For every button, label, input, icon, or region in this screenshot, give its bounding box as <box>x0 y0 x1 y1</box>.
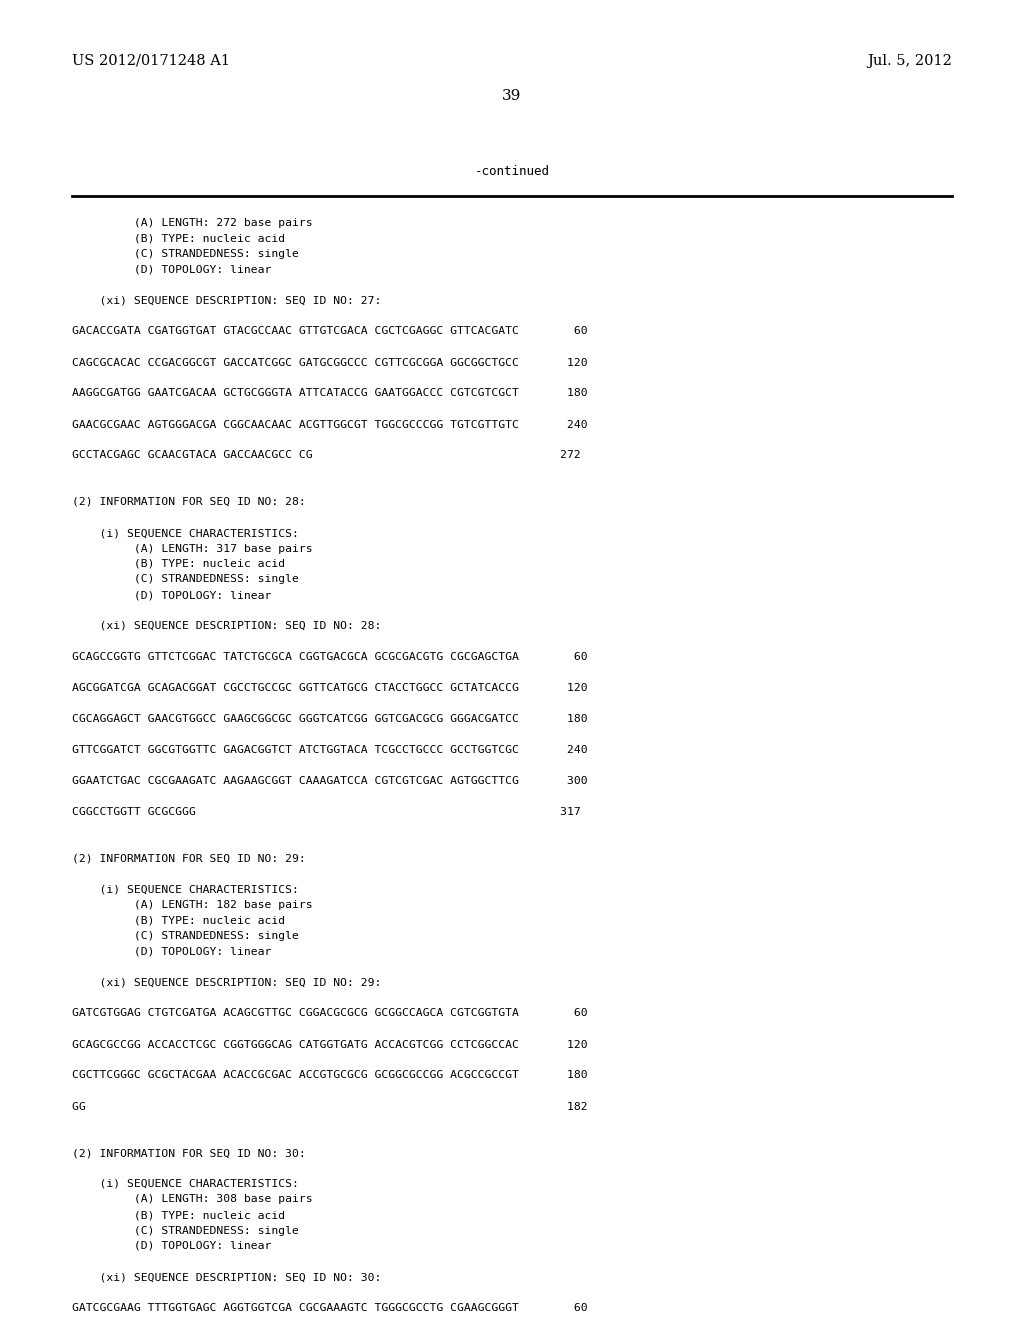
Text: (2) INFORMATION FOR SEQ ID NO: 28:: (2) INFORMATION FOR SEQ ID NO: 28: <box>72 498 306 507</box>
Text: CGGCCTGGTT GCGCGGG                                                     317: CGGCCTGGTT GCGCGGG 317 <box>72 807 581 817</box>
Text: (A) LENGTH: 317 base pairs: (A) LENGTH: 317 base pairs <box>72 544 312 553</box>
Text: GTTCGGATCT GGCGTGGTTC GAGACGGTCT ATCTGGTACA TCGCCTGCCC GCCTGGTCGC       240: GTTCGGATCT GGCGTGGTTC GAGACGGTCT ATCTGGT… <box>72 744 588 755</box>
Text: (D) TOPOLOGY: linear: (D) TOPOLOGY: linear <box>72 590 271 601</box>
Text: (i) SEQUENCE CHARACTERISTICS:: (i) SEQUENCE CHARACTERISTICS: <box>72 528 299 539</box>
Text: (D) TOPOLOGY: linear: (D) TOPOLOGY: linear <box>72 264 271 275</box>
Text: 39: 39 <box>503 88 521 103</box>
Text: (2) INFORMATION FOR SEQ ID NO: 29:: (2) INFORMATION FOR SEQ ID NO: 29: <box>72 854 306 863</box>
Text: (D) TOPOLOGY: linear: (D) TOPOLOGY: linear <box>72 1241 271 1251</box>
Text: GCAGCGCCGG ACCACCTCGC CGGTGGGCAG CATGGTGATG ACCACGTCGG CCTCGGCCAC       120: GCAGCGCCGG ACCACCTCGC CGGTGGGCAG CATGGTG… <box>72 1040 588 1049</box>
Text: AGCGGATCGA GCAGACGGAT CGCCTGCCGC GGTTCATGCG CTACCTGGCC GCTATCACCG       120: AGCGGATCGA GCAGACGGAT CGCCTGCCGC GGTTCAT… <box>72 682 588 693</box>
Text: (A) LENGTH: 182 base pairs: (A) LENGTH: 182 base pairs <box>72 900 312 909</box>
Text: (C) STRANDEDNESS: single: (C) STRANDEDNESS: single <box>72 249 299 259</box>
Text: (B) TYPE: nucleic acid: (B) TYPE: nucleic acid <box>72 1210 285 1220</box>
Text: (xi) SEQUENCE DESCRIPTION: SEQ ID NO: 28:: (xi) SEQUENCE DESCRIPTION: SEQ ID NO: 28… <box>72 620 381 631</box>
Text: (B) TYPE: nucleic acid: (B) TYPE: nucleic acid <box>72 234 285 243</box>
Text: (B) TYPE: nucleic acid: (B) TYPE: nucleic acid <box>72 558 285 569</box>
Text: GATCGCGAAG TTTGGTGAGC AGGTGGTCGA CGCGAAAGTC TGGGCGCCTG CGAAGCGGGT        60: GATCGCGAAG TTTGGTGAGC AGGTGGTCGA CGCGAAA… <box>72 1303 588 1313</box>
Text: (i) SEQUENCE CHARACTERISTICS:: (i) SEQUENCE CHARACTERISTICS: <box>72 884 299 895</box>
Text: US 2012/0171248 A1: US 2012/0171248 A1 <box>72 54 230 69</box>
Text: (i) SEQUENCE CHARACTERISTICS:: (i) SEQUENCE CHARACTERISTICS: <box>72 1179 299 1189</box>
Text: (C) STRANDEDNESS: single: (C) STRANDEDNESS: single <box>72 1225 299 1236</box>
Text: GAACGCGAAC AGTGGGACGA CGGCAACAAC ACGTTGGCGT TGGCGCCCGG TGTCGTTGTC       240: GAACGCGAAC AGTGGGACGA CGGCAACAAC ACGTTGG… <box>72 420 588 429</box>
Text: AAGGCGATGG GAATCGACAA GCTGCGGGTA ATTCATACCG GAATGGACCC CGTCGTCGCT       180: AAGGCGATGG GAATCGACAA GCTGCGGGTA ATTCATA… <box>72 388 588 399</box>
Text: GCCTACGAGC GCAACGTACA GACCAACGCC CG                                    272: GCCTACGAGC GCAACGTACA GACCAACGCC CG 272 <box>72 450 581 461</box>
Text: CGCTTCGGGC GCGCTACGAA ACACCGCGAC ACCGTGCGCG GCGGCGCCGG ACGCCGCCGT       180: CGCTTCGGGC GCGCTACGAA ACACCGCGAC ACCGTGC… <box>72 1071 588 1081</box>
Text: (A) LENGTH: 308 base pairs: (A) LENGTH: 308 base pairs <box>72 1195 312 1204</box>
Text: CGCAGGAGCT GAACGTGGCC GAAGCGGCGC GGGTCATCGG GGTCGACGCG GGGACGATCC       180: CGCAGGAGCT GAACGTGGCC GAAGCGGCGC GGGTCAT… <box>72 714 588 723</box>
Text: GG                                                                      182: GG 182 <box>72 1101 588 1111</box>
Text: (xi) SEQUENCE DESCRIPTION: SEQ ID NO: 29:: (xi) SEQUENCE DESCRIPTION: SEQ ID NO: 29… <box>72 978 381 987</box>
Text: (C) STRANDEDNESS: single: (C) STRANDEDNESS: single <box>72 574 299 585</box>
Text: (xi) SEQUENCE DESCRIPTION: SEQ ID NO: 30:: (xi) SEQUENCE DESCRIPTION: SEQ ID NO: 30… <box>72 1272 381 1282</box>
Text: (A) LENGTH: 272 base pairs: (A) LENGTH: 272 base pairs <box>72 218 312 228</box>
Text: (xi) SEQUENCE DESCRIPTION: SEQ ID NO: 27:: (xi) SEQUENCE DESCRIPTION: SEQ ID NO: 27… <box>72 296 381 305</box>
Text: GATCGTGGAG CTGTCGATGA ACAGCGTTGC CGGACGCGCG GCGGCCAGCA CGTCGGTGTA        60: GATCGTGGAG CTGTCGATGA ACAGCGTTGC CGGACGC… <box>72 1008 588 1019</box>
Text: (B) TYPE: nucleic acid: (B) TYPE: nucleic acid <box>72 916 285 925</box>
Text: -continued: -continued <box>474 165 550 178</box>
Text: GACACCGATA CGATGGTGAT GTACGCCAAC GTTGTCGACA CGCTCGAGGC GTTCACGATC        60: GACACCGATA CGATGGTGAT GTACGCCAAC GTTGTCG… <box>72 326 588 337</box>
Text: GCAGCCGGTG GTTCTCGGAC TATCTGCGCA CGGTGACGCA GCGCGACGTG CGCGAGCTGA        60: GCAGCCGGTG GTTCTCGGAC TATCTGCGCA CGGTGAC… <box>72 652 588 663</box>
Text: GGAATCTGAC CGCGAAGATC AAGAAGCGGT CAAAGATCCA CGTCGTCGAC AGTGGCTTCG       300: GGAATCTGAC CGCGAAGATC AAGAAGCGGT CAAAGAT… <box>72 776 588 785</box>
Text: Jul. 5, 2012: Jul. 5, 2012 <box>867 54 952 69</box>
Text: (C) STRANDEDNESS: single: (C) STRANDEDNESS: single <box>72 931 299 941</box>
Text: CAGCGCACAC CCGACGGCGT GACCATCGGC GATGCGGCCC CGTTCGCGGA GGCGGCTGCC       120: CAGCGCACAC CCGACGGCGT GACCATCGGC GATGCGG… <box>72 358 588 367</box>
Text: (2) INFORMATION FOR SEQ ID NO: 30:: (2) INFORMATION FOR SEQ ID NO: 30: <box>72 1148 306 1158</box>
Text: (D) TOPOLOGY: linear: (D) TOPOLOGY: linear <box>72 946 271 957</box>
